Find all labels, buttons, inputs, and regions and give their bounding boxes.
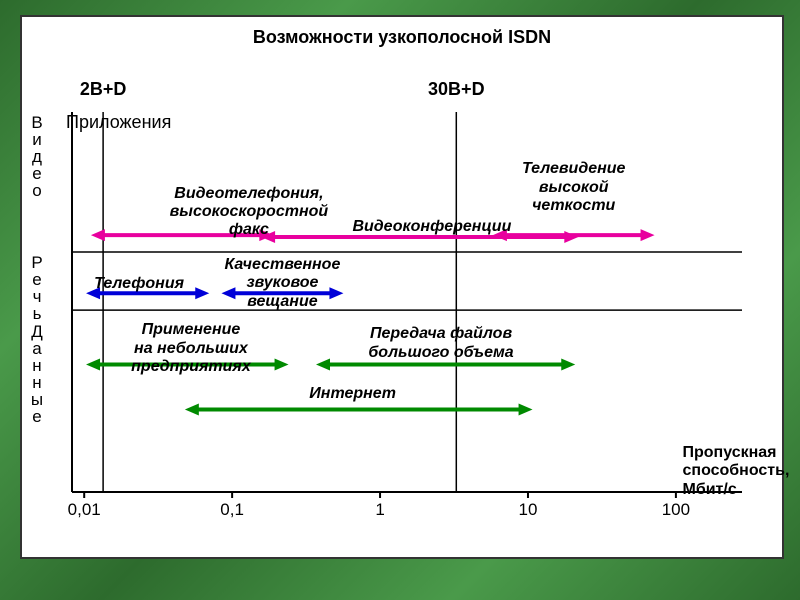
y-axis-label: Приложения <box>66 112 171 133</box>
x-tick-label: 0,01 <box>68 500 101 520</box>
y-category-Видео: Видео <box>30 114 44 199</box>
range-label: Телефония <box>94 275 184 293</box>
arrowhead-left <box>91 229 105 241</box>
arrowhead-right <box>519 404 533 416</box>
marker-label: 2B+D <box>80 79 127 100</box>
x-tick-label: 1 <box>375 500 384 520</box>
range-label: Видеотелефония, высокоскоростной факс <box>170 185 329 240</box>
y-category-Данные: Данные <box>30 323 44 425</box>
marker-label: 30B+D <box>428 79 485 100</box>
range-label: Интернет <box>309 385 396 403</box>
arrowhead-right <box>195 287 209 299</box>
y-category-Речь: Речь <box>30 254 44 322</box>
x-tick-label: 100 <box>662 500 690 520</box>
chart-title: Возможности узкополосной ISDN <box>22 27 782 48</box>
arrowhead-left <box>86 359 100 371</box>
x-axis-label: Пропускная способность, Мбит/с <box>683 444 778 499</box>
arrowhead-right <box>561 359 575 371</box>
range-label: Телевидение высокой четкости <box>522 160 625 215</box>
arrowhead-right <box>275 359 289 371</box>
x-tick-label: 0,1 <box>220 500 244 520</box>
arrowhead-left <box>185 404 199 416</box>
arrowhead-left <box>316 359 330 371</box>
range-label: Передача файлов большого объема <box>368 325 513 362</box>
range-label: Видеоконференции <box>352 218 511 236</box>
arrowhead-right <box>641 229 655 241</box>
range-label: Применение на небольших предприятиях <box>131 321 251 376</box>
x-tick-label: 10 <box>519 500 538 520</box>
chart-panel: Возможности узкополосной ISDN 2B+D 30B+D 0… <box>20 15 784 559</box>
range-label: Качественное звуковое вещание <box>225 256 341 311</box>
